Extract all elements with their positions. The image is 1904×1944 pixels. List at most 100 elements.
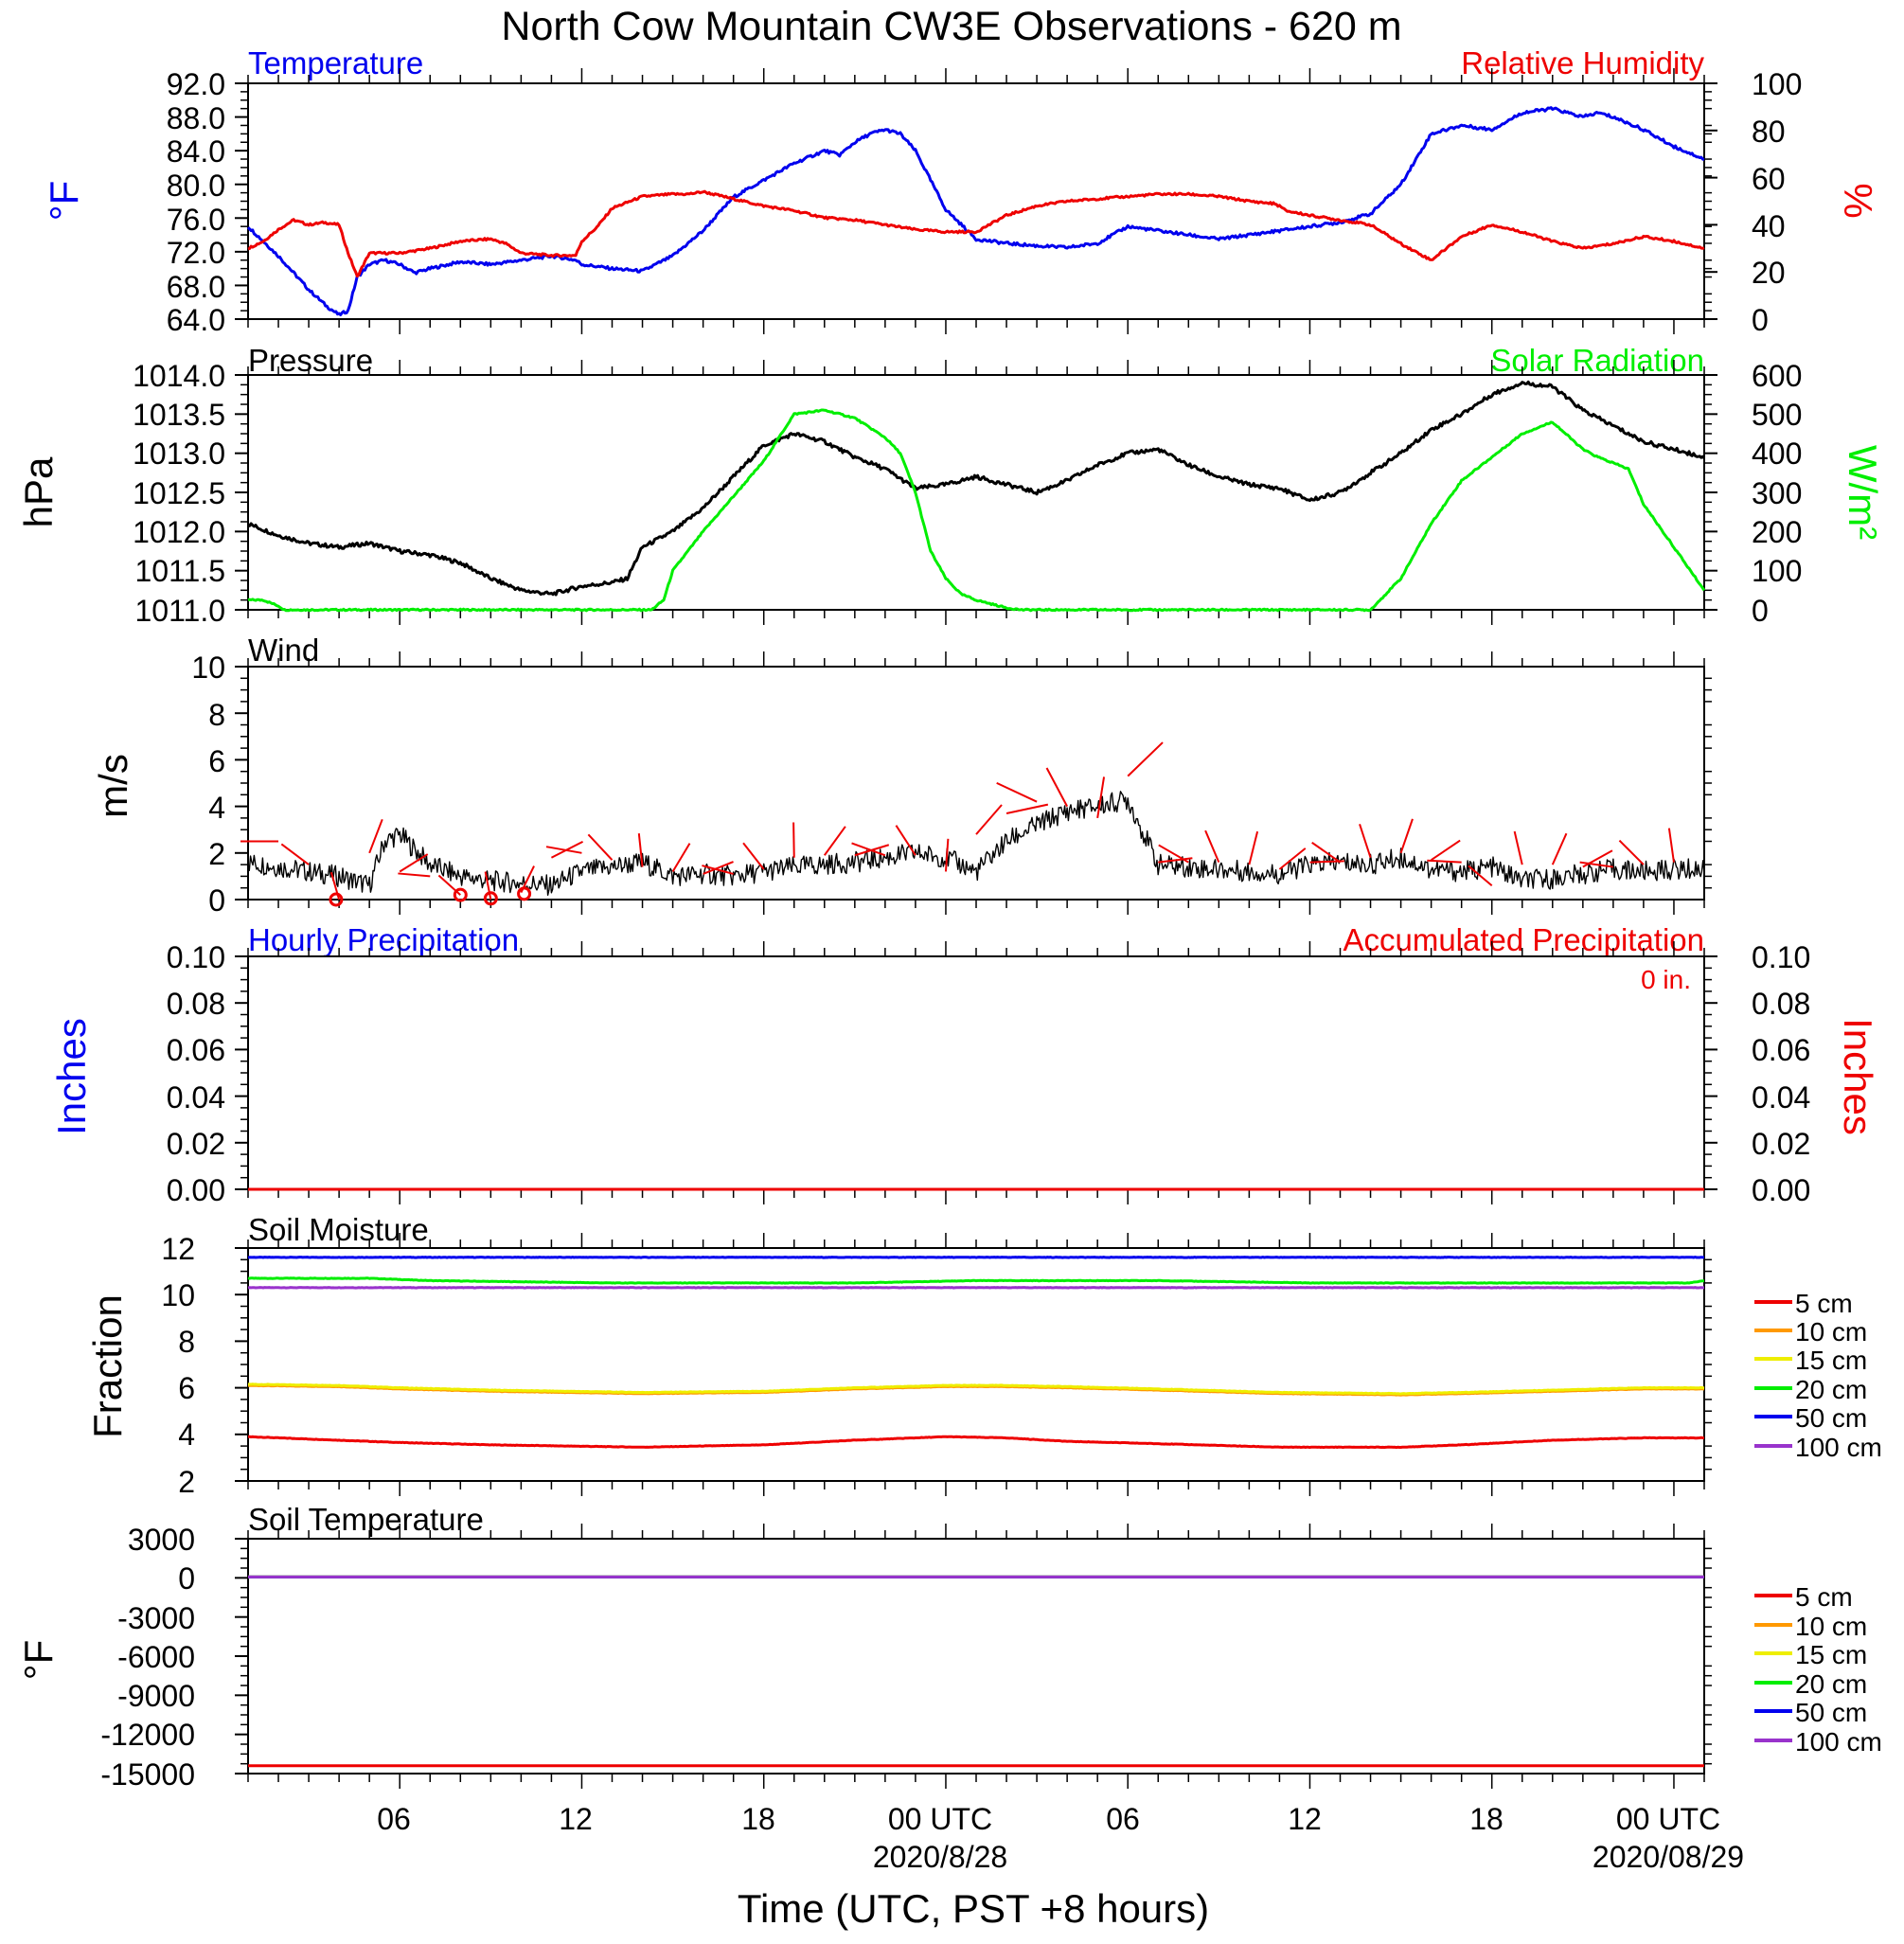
time-tick-label: 00 UTC xyxy=(888,1802,992,1836)
ytick-label: 2 xyxy=(178,1465,195,1499)
plot-frame xyxy=(247,82,1705,320)
panel-soil-temperature-yticks: 3000 0 -3000 -6000 -9000 -12000 -15000 xyxy=(100,1523,195,1792)
wind-barb xyxy=(996,781,1038,803)
panel-soil-moisture-title: Soil Moisture xyxy=(248,1212,429,1247)
ytick-label: 10 xyxy=(191,651,225,685)
ytick-label: 92.0 xyxy=(167,67,225,101)
ytick-label: 1013.0 xyxy=(133,437,225,471)
ytick-label: 6 xyxy=(208,744,225,778)
ytick-label: 64.0 xyxy=(167,303,225,337)
ytick-label: 0 xyxy=(1752,303,1769,337)
ytick-label: 100 xyxy=(1752,67,1802,101)
ytick-label: 40 xyxy=(1752,209,1786,243)
wind-barb xyxy=(1278,847,1307,870)
ytick-label: 20 xyxy=(1752,256,1786,290)
ytick-label: -3000 xyxy=(117,1601,195,1635)
ytick-label: 84.0 xyxy=(167,134,225,169)
legend-label: 10 cm xyxy=(1795,1317,1867,1347)
ytick-label: 3000 xyxy=(128,1523,195,1557)
ytick-label: 0.04 xyxy=(1752,1080,1810,1115)
ytick-label: 0.02 xyxy=(167,1127,225,1161)
wind-barb xyxy=(587,833,614,861)
panel-pressure-ylabel-right: W/m² xyxy=(1841,445,1885,540)
wind-barb xyxy=(851,842,886,857)
series-line-20-cm xyxy=(247,1276,1705,1285)
series-line-solar-radiation xyxy=(247,408,1706,613)
time-tick-sublabel: 2020/08/29 xyxy=(1593,1840,1744,1874)
legend-label: 5 cm xyxy=(1795,1289,1853,1318)
time-tick-label: 06 xyxy=(1106,1802,1140,1836)
panel-temperature-yticks: 92.0 88.0 84.0 80.0 76.0 72.0 68.0 64.0 xyxy=(167,67,225,337)
wind-barb xyxy=(792,822,795,858)
panel-pressure-title-right: Solar Radiation xyxy=(1490,343,1704,378)
calm-marker xyxy=(483,891,498,906)
ytick-label: 80 xyxy=(1752,115,1786,149)
wind-barb xyxy=(368,818,383,854)
wind-barb xyxy=(280,843,310,865)
ytick-label: 1012.0 xyxy=(133,515,225,549)
ytick-label: 10 xyxy=(161,1278,195,1312)
panel-precipitation-yticks: 0.10 0.08 0.06 0.04 0.02 0.00 xyxy=(167,940,225,1207)
legend-label: 50 cm xyxy=(1795,1698,1867,1727)
ytick-label: -6000 xyxy=(117,1640,195,1674)
legend-label: 50 cm xyxy=(1795,1403,1867,1433)
time-tick-label: 18 xyxy=(1469,1802,1504,1836)
panel-pressure-yticks: 1014.0 1013.5 1013.0 1012.5 1012.0 1011.… xyxy=(133,359,225,628)
panel-pressure: Pressure Solar Radiation hPa W/m² 1014.0… xyxy=(16,343,1885,628)
ytick-label: 1011.5 xyxy=(135,554,226,588)
series-line-relative-humidity xyxy=(247,189,1705,278)
time-tick-label: 06 xyxy=(377,1802,411,1836)
plot-frame xyxy=(247,666,1705,901)
ytick-label: 8 xyxy=(208,698,225,732)
wind-barb xyxy=(944,838,950,872)
panel-wind-yticks: 10 8 6 4 2 0 xyxy=(191,651,225,918)
legend-label: 100 cm xyxy=(1795,1727,1882,1757)
figure-title: North Cow Mountain CW3E Observations - 6… xyxy=(501,4,1401,49)
wind-barb xyxy=(1045,767,1069,808)
wind-barb xyxy=(1618,839,1645,865)
wind-barb xyxy=(823,826,846,856)
wind-barb xyxy=(1551,832,1568,865)
series-line-5-cm xyxy=(248,1435,1705,1450)
wind-barb xyxy=(703,861,734,875)
ytick-label: -15000 xyxy=(100,1757,195,1792)
panel-soil-temperature-ylabel: °F xyxy=(16,1640,61,1680)
wind-barb xyxy=(1579,861,1614,868)
time-axis-label: Time (UTC, PST +8 hours) xyxy=(738,1886,1209,1931)
legend-label: 15 cm xyxy=(1795,1346,1867,1375)
calm-marker xyxy=(453,887,468,902)
wind-barb xyxy=(1096,776,1106,819)
wind-barb xyxy=(1427,859,1462,864)
ytick-label: 60 xyxy=(1752,162,1786,196)
ytick-label: 0.10 xyxy=(1752,940,1810,974)
panel-precipitation-ylabel-right: Inches xyxy=(1836,1018,1880,1135)
time-tick-label: 18 xyxy=(741,1802,775,1836)
wind-barb xyxy=(1127,741,1164,777)
panel-soil-moisture-yticks: 12 10 8 6 4 2 xyxy=(161,1232,195,1499)
panel-precipitation-yticks-right: 0.10 0.08 0.06 0.04 0.02 0.00 xyxy=(1752,940,1810,1207)
panel-precipitation: Hourly Precipitation Accumulated Precipi… xyxy=(49,922,1880,1207)
ytick-label: 500 xyxy=(1752,398,1802,432)
wind-barb xyxy=(398,872,431,878)
wind-barb xyxy=(671,843,691,872)
panel-soil-temperature-legend: 5 cm 10 cm 15 cm 20 cm 50 cm 100 cm xyxy=(1754,1582,1882,1757)
ytick-label: 0.06 xyxy=(1752,1033,1810,1067)
ytick-label: 1012.5 xyxy=(133,476,225,510)
series-line-wind xyxy=(247,791,1705,896)
wind-barb xyxy=(637,833,644,867)
ytick-label: 0.02 xyxy=(1752,1127,1810,1161)
ytick-label: 600 xyxy=(1752,359,1802,393)
ytick-label: 2 xyxy=(208,837,225,871)
panel-wind: Wind m/s 10 8 6 4 2 0 xyxy=(91,633,319,918)
legend-label: 10 cm xyxy=(1795,1612,1867,1641)
panel-pressure-title: Pressure xyxy=(248,343,373,378)
ytick-label: 100 xyxy=(1752,554,1802,588)
ytick-label: -9000 xyxy=(117,1679,195,1713)
ytick-label: 8 xyxy=(178,1325,195,1359)
ytick-label: 300 xyxy=(1752,476,1802,510)
wind-barb xyxy=(742,842,765,870)
time-tick-label: 00 UTC xyxy=(1616,1802,1720,1836)
ytick-label: 0.08 xyxy=(167,987,225,1021)
wind-barb xyxy=(1359,824,1372,859)
